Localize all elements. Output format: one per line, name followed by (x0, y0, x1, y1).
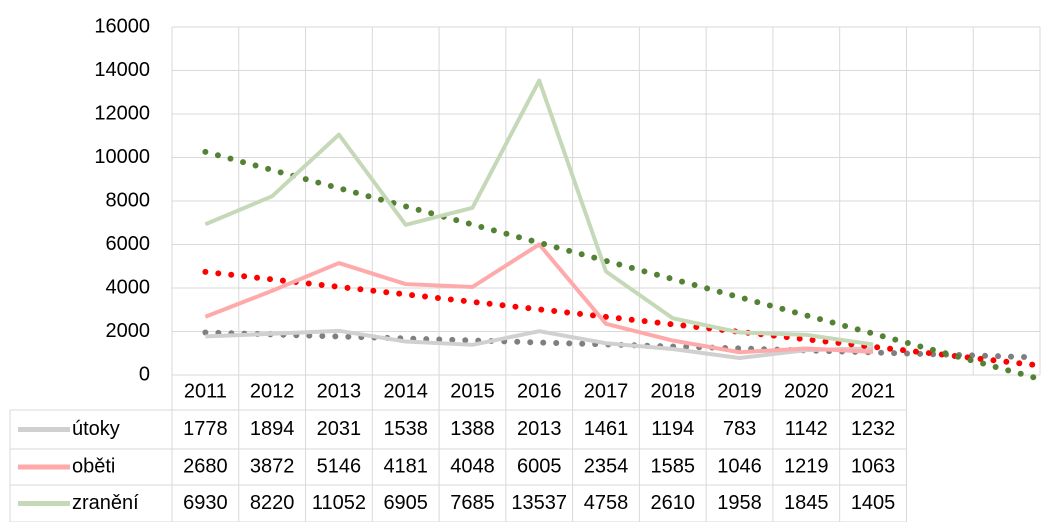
series-line (204, 242, 874, 355)
y-tick-label: 14000 (94, 59, 150, 81)
table-value: 6930 (183, 492, 228, 514)
table-value: 1219 (784, 455, 829, 477)
x-tick-label: 2016 (517, 380, 562, 402)
y-tick-label: 2000 (106, 320, 151, 342)
table-value: 2013 (517, 418, 562, 440)
y-tick-label: 16000 (94, 15, 150, 37)
x-tick-label: 2017 (584, 380, 629, 402)
x-tick-label: 2013 (317, 380, 362, 402)
table-value: 5146 (317, 455, 362, 477)
x-tick-label: 2012 (250, 380, 295, 402)
table-value: 1585 (651, 455, 696, 477)
table-value: 4181 (383, 455, 428, 477)
x-tick-label: 2014 (383, 380, 428, 402)
table-value: 6905 (383, 492, 428, 514)
table-value: 1845 (784, 492, 829, 514)
table-value: 2680 (183, 455, 228, 477)
table-value: 1538 (383, 418, 428, 440)
table-value: 1894 (250, 418, 295, 440)
table-value: 13537 (511, 492, 567, 514)
table-value: 1232 (851, 418, 896, 440)
table-value: 1194 (651, 418, 694, 440)
table-value: 1063 (851, 455, 896, 477)
legend-label: oběti (72, 455, 115, 477)
y-tick-label: 8000 (106, 189, 151, 211)
table-value: 1461 (584, 418, 629, 440)
table-value: 2031 (317, 418, 362, 440)
x-tick-label: 2011 (184, 380, 227, 402)
trendline (202, 268, 1038, 368)
table-value: 3872 (250, 455, 295, 477)
trendline (202, 148, 1038, 381)
table-value: 1405 (851, 492, 896, 514)
y-tick-label: 4000 (106, 276, 151, 298)
legend-label: zranění (72, 492, 139, 514)
x-tick-label: 2015 (450, 380, 495, 402)
y-tick-label: 0 (139, 363, 150, 385)
table-value: 4758 (584, 492, 629, 514)
table-value: 1142 (785, 418, 828, 440)
legend-label: útoky (72, 418, 120, 440)
table-value: 11052 (312, 492, 366, 514)
table-value: 1958 (717, 492, 762, 514)
table-value: 6005 (517, 455, 562, 477)
x-tick-label: 2021 (851, 380, 896, 402)
x-tick-label: 2018 (651, 380, 696, 402)
y-tick-label: 10000 (94, 146, 150, 168)
x-tick-label: 2020 (784, 380, 829, 402)
table-value: 7685 (450, 492, 495, 514)
y-tick-label: 12000 (94, 102, 150, 124)
table-value: 1778 (183, 418, 228, 440)
series-line (204, 78, 874, 347)
x-tick-label: 2019 (717, 380, 762, 402)
y-tick-label: 6000 (106, 233, 151, 255)
table-value: 8220 (250, 492, 295, 514)
series-line (205, 328, 874, 360)
table-value: 1046 (717, 455, 762, 477)
table-value: 2610 (651, 492, 696, 514)
table-value: 783 (723, 418, 756, 440)
table-value: 2354 (584, 455, 629, 477)
table-value: 1388 (450, 418, 495, 440)
table-value: 4048 (450, 455, 495, 477)
